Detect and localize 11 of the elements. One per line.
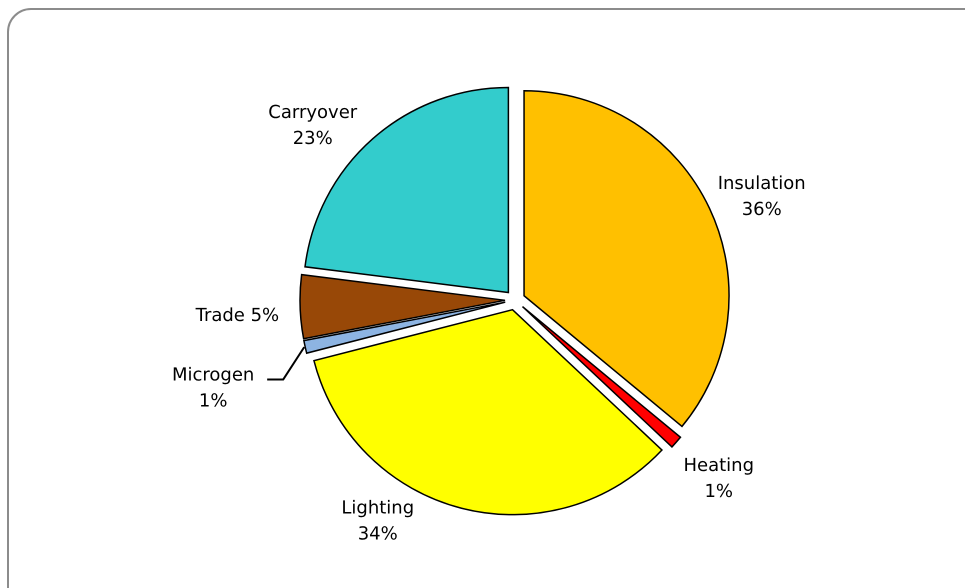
- slice-label: Insulation: [718, 172, 806, 194]
- data-label: 23%: [292, 128, 333, 149]
- slice-label: Microgen: [172, 364, 254, 386]
- slice-label: Trade 5%: [194, 304, 280, 326]
- data-label: 36%: [742, 199, 782, 220]
- data-label: 1%: [198, 390, 228, 412]
- slice-label: Heating: [684, 454, 754, 476]
- data-label: 1%: [704, 480, 734, 502]
- slice-label: Carryover: [268, 102, 358, 123]
- data-label: 34%: [358, 523, 398, 544]
- slice-label: Lighting: [341, 497, 414, 518]
